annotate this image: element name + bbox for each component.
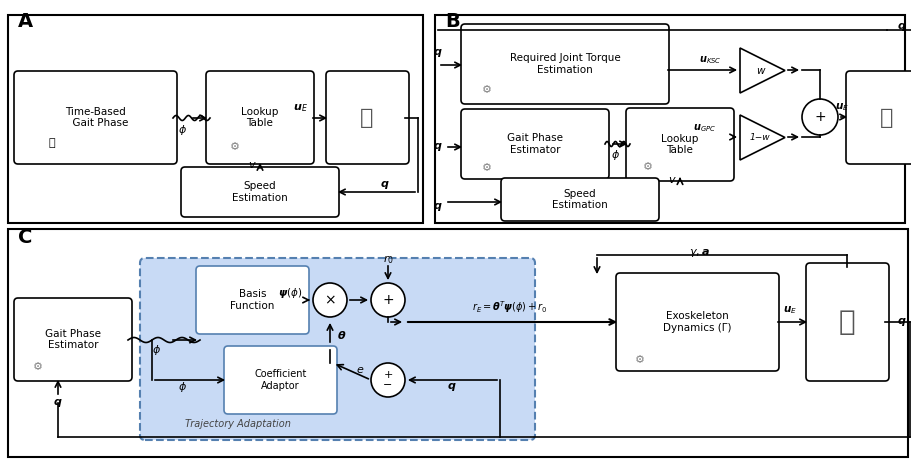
Text: $r_E = \boldsymbol{\theta}^T\boldsymbol{\psi}(\phi) + r_0$: $r_E = \boldsymbol{\theta}^T\boldsymbol{… <box>472 299 548 315</box>
FancyBboxPatch shape <box>14 71 177 164</box>
Circle shape <box>371 363 404 397</box>
Text: 1−w: 1−w <box>749 133 770 142</box>
FancyBboxPatch shape <box>8 229 907 457</box>
Text: ⚙: ⚙ <box>230 142 240 152</box>
FancyBboxPatch shape <box>615 273 778 371</box>
Text: B: B <box>445 12 459 31</box>
Text: Gait Phase
Estimator: Gait Phase Estimator <box>45 329 101 350</box>
FancyBboxPatch shape <box>206 71 313 164</box>
Text: A: A <box>18 12 33 31</box>
FancyBboxPatch shape <box>140 258 535 440</box>
Polygon shape <box>739 48 784 93</box>
Text: Time-Based
 Gait Phase: Time-Based Gait Phase <box>62 106 128 128</box>
FancyBboxPatch shape <box>325 71 408 164</box>
Text: $\boldsymbol{q}$: $\boldsymbol{q}$ <box>896 21 906 33</box>
Circle shape <box>312 283 346 317</box>
Text: $\phi$: $\phi$ <box>152 343 161 357</box>
Text: $\boldsymbol{q}$: $\boldsymbol{q}$ <box>433 201 443 213</box>
Text: 🚶: 🚶 <box>838 308 855 336</box>
Text: $\phi$: $\phi$ <box>178 380 186 394</box>
Text: Basis
Function: Basis Function <box>230 289 274 311</box>
FancyBboxPatch shape <box>180 167 339 217</box>
Text: Exoskeleton
Dynamics (Γ): Exoskeleton Dynamics (Γ) <box>662 311 731 333</box>
Text: Lookup
Table: Lookup Table <box>241 106 279 128</box>
Text: w: w <box>755 66 763 75</box>
FancyBboxPatch shape <box>460 24 669 104</box>
Text: $\boldsymbol{u}_E$: $\boldsymbol{u}_E$ <box>292 102 307 114</box>
Circle shape <box>371 283 404 317</box>
Text: $\boldsymbol{u}_E$: $\boldsymbol{u}_E$ <box>783 304 796 316</box>
Text: ⚙: ⚙ <box>642 162 652 172</box>
Text: $\boldsymbol{u}_{GPC}$: $\boldsymbol{u}_{GPC}$ <box>692 122 716 134</box>
Text: $\boldsymbol{q}$: $\boldsymbol{q}$ <box>433 47 443 59</box>
Text: $\boldsymbol{\theta}$: $\boldsymbol{\theta}$ <box>337 329 346 341</box>
FancyBboxPatch shape <box>14 298 132 381</box>
Text: ⚙: ⚙ <box>482 85 491 95</box>
Text: Gait Phase
Estimator: Gait Phase Estimator <box>507 133 562 155</box>
Text: +: + <box>383 370 393 380</box>
FancyBboxPatch shape <box>805 263 888 381</box>
Circle shape <box>801 99 837 135</box>
Text: ⚙: ⚙ <box>33 362 43 372</box>
Text: $v$: $v$ <box>248 160 256 170</box>
Text: $v$: $v$ <box>667 175 676 185</box>
Text: Trajectory Adaptation: Trajectory Adaptation <box>185 419 291 429</box>
Text: +: + <box>382 293 394 307</box>
Text: ⚙: ⚙ <box>482 163 491 173</box>
Text: C: C <box>18 228 32 247</box>
Text: −: − <box>383 380 393 390</box>
FancyBboxPatch shape <box>625 108 733 181</box>
Text: $\phi$: $\phi$ <box>178 123 186 137</box>
Text: 🚶: 🚶 <box>360 108 374 128</box>
Text: $\boldsymbol{q}$: $\boldsymbol{q}$ <box>433 141 443 153</box>
Text: $\boldsymbol{q}$: $\boldsymbol{q}$ <box>446 381 456 393</box>
Text: $\boldsymbol{q}$: $\boldsymbol{q}$ <box>896 316 906 328</box>
Text: Coefficient
Adaptor: Coefficient Adaptor <box>254 369 306 391</box>
Text: $\boldsymbol{\psi}(\phi)$: $\boldsymbol{\psi}(\phi)$ <box>278 286 302 300</box>
FancyBboxPatch shape <box>500 178 659 221</box>
Text: $\boldsymbol{u}_{KSC}$: $\boldsymbol{u}_{KSC}$ <box>698 54 721 66</box>
Text: $\boldsymbol{u}_E$: $\boldsymbol{u}_E$ <box>834 101 848 113</box>
FancyBboxPatch shape <box>8 15 423 223</box>
Text: +: + <box>814 110 824 124</box>
Text: Lookup
Table: Lookup Table <box>660 134 698 155</box>
Text: $\times$: $\times$ <box>323 293 335 307</box>
Text: $r_0$: $r_0$ <box>382 253 393 266</box>
Text: $e$: $e$ <box>355 365 363 375</box>
Text: $\gamma, \boldsymbol{a}$: $\gamma, \boldsymbol{a}$ <box>689 247 710 259</box>
Polygon shape <box>739 115 784 160</box>
FancyBboxPatch shape <box>435 15 904 223</box>
Text: Speed
Estimation: Speed Estimation <box>232 181 288 203</box>
FancyBboxPatch shape <box>224 346 337 414</box>
Text: 🚶: 🚶 <box>879 108 893 128</box>
Text: Required Joint Torque
Estimation: Required Joint Torque Estimation <box>509 53 619 75</box>
Text: $\boldsymbol{q}$: $\boldsymbol{q}$ <box>380 179 389 191</box>
Text: $\boldsymbol{q}$: $\boldsymbol{q}$ <box>53 397 63 409</box>
Text: ⚙: ⚙ <box>634 355 644 365</box>
Text: $\phi$: $\phi$ <box>609 148 619 162</box>
Text: ⏱: ⏱ <box>48 138 56 148</box>
FancyBboxPatch shape <box>460 109 609 179</box>
FancyBboxPatch shape <box>196 266 309 334</box>
FancyBboxPatch shape <box>845 71 911 164</box>
Text: Speed
Estimation: Speed Estimation <box>551 189 608 210</box>
